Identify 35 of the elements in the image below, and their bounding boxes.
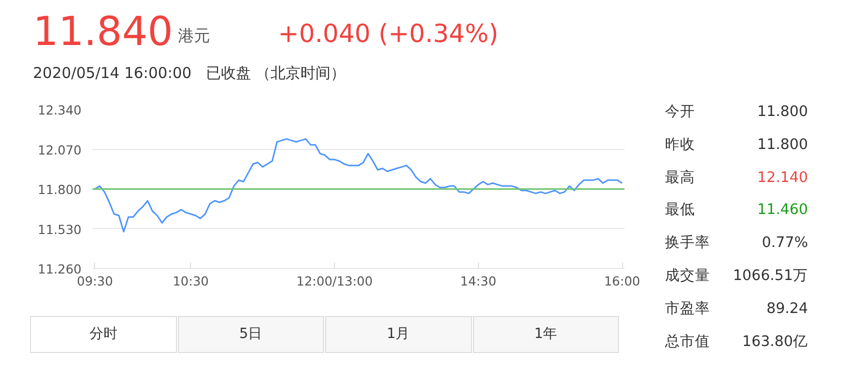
text: +0.040 (+0.34%) (278, 19, 498, 48)
text: 成交量 (665, 268, 710, 284)
y-tick-label: 12.070 (38, 142, 82, 158)
text: 分时 (30, 316, 176, 353)
text: 总市值 (665, 334, 710, 350)
text: 1月 (325, 316, 472, 353)
x-tick-label: 14:30 (460, 274, 496, 288)
text: 11.800 (757, 104, 808, 120)
x-tick-label: 09:30 (76, 274, 113, 288)
text: 1066.51万 (733, 268, 808, 284)
y-tick-label: 11.800 (38, 182, 82, 197)
line-series (94, 138, 623, 232)
y-tick-label: 11.260 (38, 262, 82, 276)
x-tick-label: 16:00 (604, 274, 640, 288)
text: 12.140 (757, 170, 808, 186)
text: 市盈率 (665, 300, 710, 317)
chart-title: 11.840 (33, 9, 173, 55)
text: 89.24 (766, 300, 808, 317)
text: 11.460 (757, 202, 808, 218)
text: 11.800 (757, 136, 808, 153)
x-tick-label: 12:00/13:00 (296, 274, 373, 288)
y-tick-label: 12.340 (38, 102, 82, 118)
text: 换手率 (665, 235, 710, 252)
text: 昨收 (665, 136, 695, 153)
text: 港元 (178, 26, 210, 45)
text: 最低 (665, 202, 695, 218)
text: 最高 (665, 170, 695, 186)
y-tick-label: 11.530 (38, 222, 82, 237)
text: 0.77% (762, 235, 808, 252)
chart-subtitle: 2020/05/14 16:00:00 已收盘 （北京时间） (33, 64, 346, 82)
text: 今开 (665, 104, 695, 120)
text: 5日 (178, 316, 324, 353)
x-tick-label: 10:30 (172, 274, 209, 288)
text: 1年 (472, 316, 619, 353)
text: 163.80亿 (742, 334, 808, 350)
